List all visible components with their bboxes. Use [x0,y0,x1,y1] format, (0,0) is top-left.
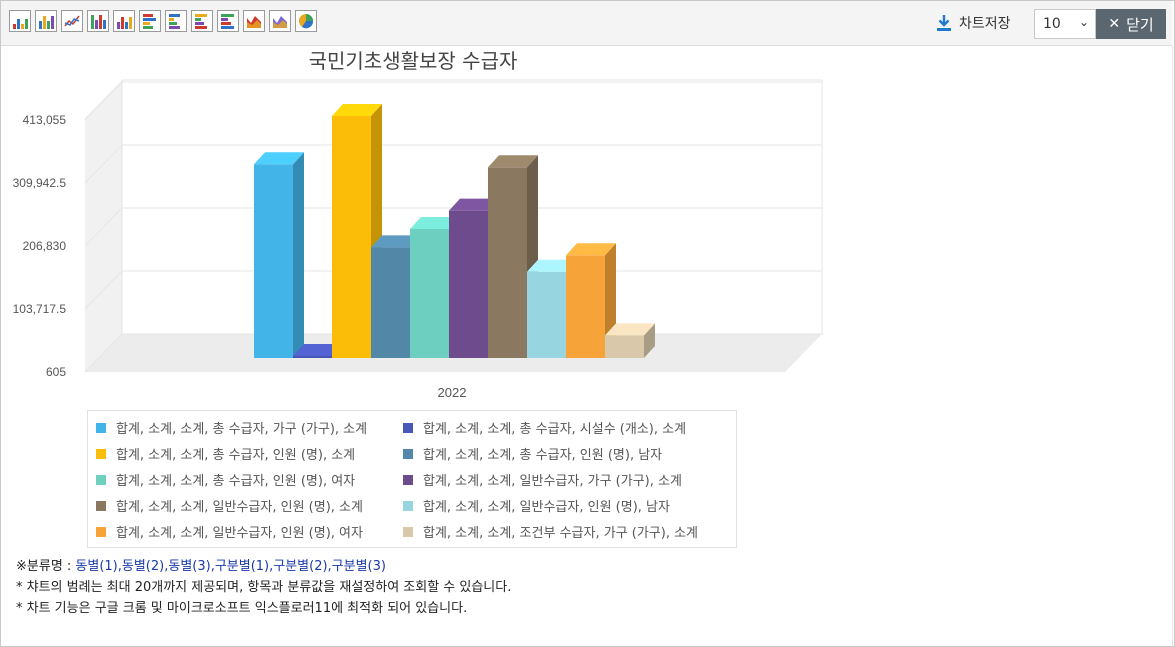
legend-item[interactable]: 합계, 소계, 소계, 총 수급자, 시설수 (개소), 소계 [403,418,686,437]
gridline [84,144,822,184]
legend-item[interactable]: 합계, 소계, 소계, 일반수급자, 인원 (명), 소계 [96,496,363,515]
rows-select-value: 10 [1043,16,1061,32]
bar-front [332,115,371,359]
bar-top [449,198,499,211]
stacked-bar-icon[interactable] [113,10,135,32]
legend-label: 합계, 소계, 소계, 조건부 수급자, 가구 (가구), 소계 [423,526,699,541]
bar-chart-3-icon[interactable] [87,10,109,32]
bar-top [566,243,616,256]
legend-label: 합계, 소계, 소계, 총 수급자, 가구 (가구), 소계 [116,422,368,437]
chart-side-wall [85,80,122,372]
chart-title: 국민기초생활보장 수급자 [309,49,518,73]
gridline [84,207,822,247]
legend-label: 합계, 소계, 소계, 총 수급자, 인원 (명), 여자 [116,474,356,489]
legend-label: 합계, 소계, 소계, 일반수급자, 인원 (명), 남자 [423,500,670,515]
chart-type-buttons [9,10,317,32]
line-chart-icon[interactable] [61,10,83,32]
bar-front [449,210,488,358]
legend-item[interactable]: 합계, 소계, 소계, 일반수급자, 인원 (명), 남자 [403,496,670,515]
horizontal-bar-icon[interactable] [139,10,161,32]
legend-label: 합계, 소계, 소계, 일반수급자, 인원 (명), 소계 [116,500,363,515]
y-tick-label: 206,830 [23,239,67,253]
legend-item[interactable]: 합계, 소계, 소계, 총 수급자, 가구 (가구), 소계 [96,418,367,437]
bar-front [605,335,644,358]
bar-top [371,235,421,248]
pie-chart-icon[interactable] [295,10,317,32]
bar-front [371,247,410,358]
classification-line: ※분류명 : 동별(1),동별(2),동별(3),구분별(1),구분별(2),구… [16,556,511,577]
close-label: 닫기 [1126,15,1154,34]
horizontal-bar-2-icon[interactable] [165,10,187,32]
legend-item[interactable]: 합계, 소계, 소계, 총 수급자, 인원 (명), 소계 [96,444,355,463]
legend-swatch [403,500,413,511]
legend-label: 합계, 소계, 소계, 총 수급자, 인원 (명), 소계 [116,448,356,463]
area-chart-icon[interactable] [243,10,265,32]
legend-item[interactable]: 합계, 소계, 소계, 총 수급자, 인원 (명), 여자 [96,470,355,489]
horizontal-stacked-icon[interactable] [217,10,239,32]
bar-chart-icon[interactable] [9,10,31,32]
legend-note: * 챠트의 범례는 최대 20개까지 제공되며, 항목과 분류값을 재설정하여 … [16,580,512,595]
legend-swatch [403,422,413,433]
bar-top [605,323,655,336]
bar-top [254,152,304,165]
bar-front [254,164,293,358]
y-tick-label: 103,717.5 [13,302,67,316]
legend-item[interactable]: 합계, 소계, 소계, 일반수급자, 인원 (명), 여자 [96,522,363,541]
bar-series-7 [488,155,538,358]
legend-swatch [96,500,106,511]
rows-select[interactable]: 10 ⌄ [1034,9,1096,39]
x-tick-label: 2022 [438,385,467,400]
bar-top [332,103,382,116]
bar-side [644,323,655,358]
bar-top [410,217,460,230]
legend-label: 합계, 소계, 소계, 총 수급자, 인원 (명), 남자 [423,448,663,463]
legend-swatch [96,526,106,537]
divider [1172,46,1173,646]
legend-label: 합계, 소계, 소계, 일반수급자, 인원 (명), 여자 [116,526,363,541]
classification-label: ※분류명 : [16,559,76,574]
legend-item[interactable]: 합계, 소계, 소계, 총 수급자, 인원 (명), 남자 [403,444,662,463]
legend-swatch [403,474,413,485]
bar-top [293,344,343,356]
close-button[interactable]: ✕ 닫기 [1096,9,1166,39]
bar-front [488,167,527,358]
bar-series-10 [605,323,655,358]
bar-top [488,155,538,168]
bar-front [293,356,332,358]
legend-label: 합계, 소계, 소계, 일반수급자, 가구 (가구), 소계 [423,474,682,489]
bar-top [527,259,577,272]
classification-links[interactable]: 동별(1),동별(2),동별(3),구분별(1),구분별(2),구분별(3) [75,559,386,574]
bar-front [410,229,449,358]
download-icon [937,15,951,31]
legend-swatch [96,422,106,433]
y-tick-label: 309,942.5 [13,176,67,190]
bar-chart-2-icon[interactable] [35,10,57,32]
horizontal-bar-3-icon[interactable] [191,10,213,32]
gridline [84,81,822,121]
bar-chart: 413,055 309,942.5 206,830 103,717.5 605 국민기초생… [13,49,823,400]
chart-toolbar: 차트저장 10 ⌄ ✕ 닫기 [1,1,1172,46]
legend-item[interactable]: 합계, 소계, 소계, 조건부 수급자, 가구 (가구), 소계 [403,522,698,541]
chart-save-button[interactable]: 차트저장 [935,13,1011,33]
legend-swatch [96,474,106,485]
legend-swatch [403,448,413,459]
chevron-down-icon: ⌄ [1078,15,1089,29]
bar-series-1 [254,152,304,358]
legend-swatch [403,526,413,537]
bar-front [566,255,605,358]
close-icon: ✕ [1108,16,1121,32]
legend-item[interactable]: 합계, 소계, 소계, 일반수급자, 가구 (가구), 소계 [403,470,682,489]
chart-save-label: 차트저장 [959,16,1011,32]
chart-notes: ※분류명 : 동별(1),동별(2),동별(3),구분별(1),구분별(2),구… [16,556,511,619]
browser-note: * 차트 기능은 구글 크롬 및 마이크로소프트 익스플로러11에 최적화 되어… [16,601,468,616]
bar-front [527,271,566,358]
y-tick-label: 605 [46,365,66,379]
legend-label: 합계, 소계, 소계, 총 수급자, 시설수 (개소), 소계 [423,422,687,437]
area-chart-2-icon[interactable] [269,10,291,32]
bar-side [293,152,304,358]
legend-swatch [96,448,106,459]
y-tick-label: 413,055 [23,113,67,127]
